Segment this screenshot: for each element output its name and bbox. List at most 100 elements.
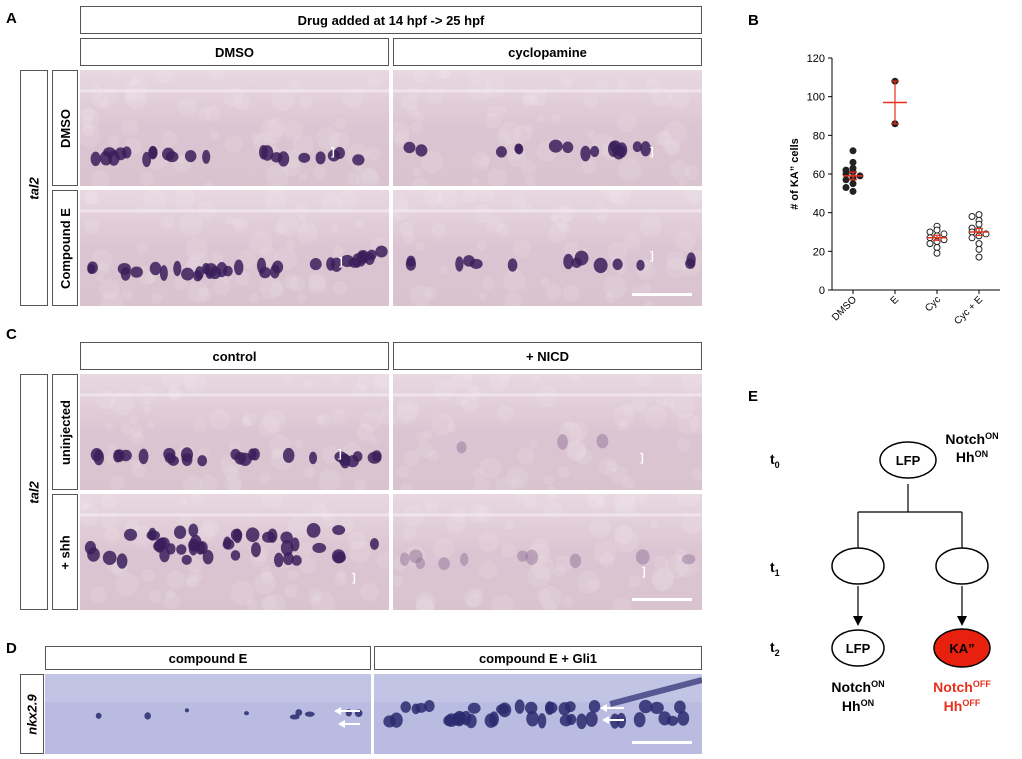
micrograph-d-compound-e-gli1 [374, 674, 702, 754]
micrograph-c-shh-nicd [393, 494, 702, 610]
micrograph-texture [80, 374, 389, 490]
left-notch-signal: NotchON [831, 679, 884, 695]
arrow-icon [334, 707, 360, 715]
data-point [975, 220, 983, 228]
micrograph-texture [45, 674, 371, 754]
row-header-label: DMSO [57, 108, 73, 148]
data-point [940, 230, 948, 238]
micrograph-a-dmso-cyclopamine [393, 70, 702, 186]
x-tick-label: Cyc [923, 294, 943, 314]
micrograph-a-dmso-dmso [80, 70, 389, 186]
bracket-marker: ] [338, 448, 342, 460]
micrograph-a-compe-cyclopamine [393, 190, 702, 306]
row-header-compound-e: Compound E [52, 190, 78, 306]
arrowhead-icon [853, 616, 863, 626]
gene-label-box-d: nkx2.9 [20, 674, 44, 754]
t2-ka-cell [933, 628, 991, 668]
y-tick-label: 0 [819, 285, 825, 297]
col-header-label: cyclopamine [508, 44, 587, 60]
bracket-marker: ] [331, 146, 335, 158]
scale-bar [632, 293, 692, 296]
scale-bar [632, 598, 692, 601]
y-tick-label: 20 [813, 246, 825, 258]
right-hh-signal: HhOFF [944, 698, 981, 714]
ka-cells-scatter-chart: 0 20 40 60 80 100 120 # of KA” cells DMSO E Cyc Cyc… [789, 53, 1000, 327]
bracket-marker: ] [640, 452, 644, 464]
col-header-dmso: DMSO [80, 38, 389, 66]
left-hh-signal: HhON [842, 698, 874, 714]
arrows-d-right [600, 704, 624, 724]
row-header-label: uninjected [57, 399, 73, 465]
panel-letter-c: C [6, 326, 17, 343]
y-tick-label: 80 [813, 130, 825, 142]
panel-letter-d: D [6, 640, 17, 657]
t1-left-cell [831, 547, 885, 585]
data-point [926, 228, 934, 236]
micrograph-texture [393, 190, 702, 306]
arrowhead-icon [957, 616, 967, 626]
micrograph-texture [80, 70, 389, 186]
micrograph-c-uninjected-nicd [393, 374, 702, 490]
col-header-label: control [212, 348, 257, 364]
right-notch-signal: NotchOFF [933, 679, 991, 695]
row-header-uninjected: uninjected [52, 374, 78, 490]
data-point [933, 243, 941, 251]
row-header-dmso: DMSO [52, 70, 78, 186]
panel-letter-b: B [748, 12, 759, 29]
bracket-marker: ] [339, 256, 343, 268]
col-header-cyclopamine: cyclopamine [393, 38, 702, 66]
gene-label: tal2 [26, 176, 42, 200]
micrograph-c-shh-control [80, 494, 389, 610]
data-point [968, 234, 976, 242]
data-point [849, 147, 857, 155]
micrograph-texture [393, 70, 702, 186]
data-point [926, 240, 934, 248]
col-header-control: control [80, 342, 389, 370]
col-header-label: DMSO [215, 44, 254, 60]
row-header-label: + shh [57, 534, 73, 570]
t1-right-cell [935, 547, 989, 585]
gene-label: tal2 [26, 480, 42, 504]
micrograph-texture [80, 494, 389, 610]
data-point [849, 158, 857, 166]
y-tick-label: 120 [807, 53, 825, 65]
arrow-icon [338, 720, 360, 728]
bracket-marker: ] [642, 566, 646, 578]
col-header-compound-e: compound E [45, 646, 371, 670]
micrograph-texture [374, 674, 702, 754]
x-tick-label: DMSO [830, 294, 859, 323]
micrograph-c-uninjected-control [80, 374, 389, 490]
panel-letter-a: A [6, 10, 17, 27]
scale-bar [632, 741, 692, 744]
col-header-label: compound E + Gli1 [478, 650, 598, 666]
x-tick-label: Cyc + E [952, 294, 985, 327]
top-hh-signal: HhON [956, 449, 988, 465]
top-lfp-label: LFP [896, 453, 921, 468]
data-point [968, 213, 976, 221]
x-tick-label: E [889, 294, 902, 307]
time-label-t1: t1 [770, 559, 780, 578]
data-point [842, 184, 850, 192]
panel-letter-e: E [748, 388, 759, 405]
y-tick-label: 40 [813, 208, 825, 220]
gene-label: nkx2.9 [24, 693, 40, 735]
bracket-marker: ] [352, 572, 356, 584]
lineage-diagram: t0 t1 t2 LFP NotchON HhON LFP KA” NotchO… [770, 431, 999, 714]
bracket-marker: ] [650, 146, 654, 158]
t2-ka-label: KA” [949, 641, 974, 656]
micrograph-texture [393, 494, 702, 610]
micrograph-texture [393, 374, 702, 490]
data-point [975, 245, 983, 253]
data-point [849, 180, 857, 188]
y-axis-label: # of KA” cells [789, 138, 801, 210]
drug-header-label: Drug added at 14 hpf -> 25 hpf [297, 12, 485, 28]
time-label-t2: t2 [770, 639, 780, 658]
drug-header: Drug added at 14 hpf -> 25 hpf [80, 6, 702, 34]
data-point [849, 187, 857, 195]
top-lfp-cell [879, 441, 937, 479]
col-header-compound-e-gli1: compound E + Gli1 [374, 646, 702, 670]
micrograph-texture [80, 190, 389, 306]
time-label-t0: t0 [770, 451, 780, 470]
t2-lfp-cell [831, 629, 885, 667]
chart-marks [842, 77, 990, 261]
